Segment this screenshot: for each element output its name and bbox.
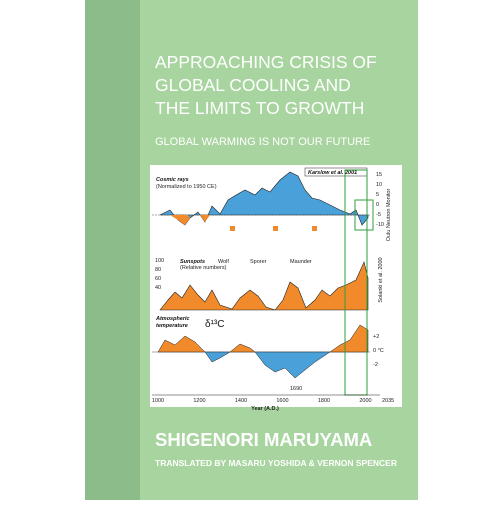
x-tick-label: 1600 (276, 398, 288, 404)
x-tick-label: 1800 (318, 398, 330, 404)
subtitle: GLOBAL WARMING IS NOT OUR FUTURE (155, 136, 370, 148)
tick-label: 40 (155, 285, 161, 291)
x-tick-label: 1200 (193, 398, 205, 404)
x-end: 2035 (382, 398, 394, 404)
minimum-label: Maunder (290, 259, 312, 265)
source: Karslow et al. 2001 (308, 170, 357, 176)
tick-label: 0 (376, 202, 379, 208)
translators: TRANSLATED BY MASARU YOSHIDA & VERNON SP… (155, 458, 397, 468)
panel-note: (Relative numbers) (180, 265, 227, 271)
cosmic-ray-neg (170, 215, 210, 225)
symbol: δ¹³C (205, 319, 224, 330)
author: SHIGENORI MARUYAMA (155, 429, 372, 450)
marker (273, 226, 278, 231)
tick-label: -2 (373, 362, 378, 368)
tick-label: -5 (376, 212, 381, 218)
x-tick-label: 2000 (359, 398, 371, 404)
source: Solanki et al. 2000 (378, 257, 384, 302)
figure: Cosmic rays (Normalized to 1950 CE) Kars… (150, 165, 402, 412)
x-tick-label: 1400 (235, 398, 247, 404)
axis-label: Oulu Neutron Monitor (386, 189, 392, 242)
marker (312, 226, 317, 231)
panel-note: (Normalized to 1950 CE) (156, 184, 217, 190)
tick-label: 10 (376, 182, 382, 188)
panel-label: temperature (156, 323, 188, 329)
title-line: THE LIMITS TO GROWTH (155, 98, 364, 118)
year-note: 1690 (290, 386, 302, 392)
sunspot-area (159, 261, 369, 311)
minimum-label: Wolf (218, 259, 229, 265)
tick-label: 15 (376, 172, 382, 178)
tick-label: 80 (155, 267, 161, 273)
x-tick-label: 1000 (152, 398, 164, 404)
tick-label: 5 (376, 192, 379, 198)
title-line: APPROACHING CRISIS OF (155, 52, 377, 72)
minimum-label: Sporer (250, 259, 267, 265)
marker (230, 226, 235, 231)
highlight (354, 199, 374, 231)
temperature-cold (204, 351, 331, 379)
panel-label: Atmospheric (155, 316, 190, 322)
tick-label: -10 (376, 222, 384, 228)
panel-label: Sunspots (180, 259, 205, 265)
tick-label: 60 (155, 276, 161, 282)
tick-label: +2 (373, 334, 379, 340)
tick-label: 100 (155, 258, 164, 264)
tick-label: 0 °C (373, 348, 384, 354)
spine-strip (85, 0, 140, 500)
panel-label: Cosmic rays (156, 177, 189, 183)
x-label: Year (A.D.) (251, 406, 279, 412)
cosmic-ray-area (159, 171, 369, 226)
title-line: GLOBAL COOLING AND (155, 75, 351, 95)
